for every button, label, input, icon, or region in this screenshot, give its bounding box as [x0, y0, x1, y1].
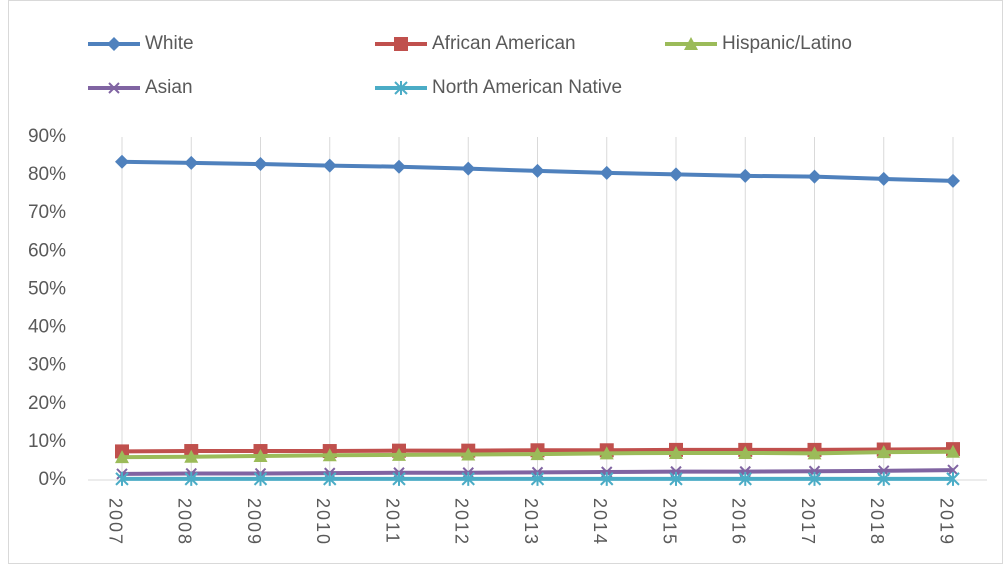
- y-tick-label: 20%: [28, 393, 66, 414]
- marker: [253, 471, 268, 486]
- marker: [669, 167, 683, 182]
- y-tick-label: 0%: [39, 469, 67, 490]
- x-tick-label: 2017: [798, 498, 818, 546]
- marker: [876, 445, 891, 459]
- chart-border: [8, 0, 1003, 564]
- marker: [392, 471, 406, 486]
- marker: [738, 471, 752, 486]
- marker: [738, 168, 753, 183]
- x-tick-label: 2009: [244, 498, 264, 546]
- marker: [599, 446, 614, 460]
- y-tick-label: 10%: [28, 431, 66, 452]
- y-tick-label: 70%: [28, 202, 66, 223]
- marker: [600, 471, 614, 486]
- marker: [115, 450, 129, 464]
- marker: [947, 464, 959, 476]
- marker: [530, 471, 545, 486]
- x-tick-label: 2018: [867, 498, 887, 546]
- marker: [530, 447, 545, 461]
- marker: [684, 37, 698, 50]
- x-tick-label: 2019: [936, 498, 956, 546]
- y-tick-label: 80%: [28, 164, 66, 185]
- marker: [392, 447, 406, 461]
- x-tick-label: 2008: [175, 498, 195, 546]
- marker: [669, 471, 683, 486]
- marker: [394, 37, 408, 51]
- marker: [946, 444, 960, 458]
- y-tick-label: 30%: [28, 355, 66, 376]
- marker: [461, 161, 476, 176]
- marker: [323, 471, 337, 486]
- y-tick-label: 50%: [28, 278, 66, 299]
- y-tick-label: 40%: [28, 317, 66, 338]
- marker: [107, 37, 121, 51]
- marker: [599, 165, 614, 180]
- marker: [876, 171, 891, 186]
- legend-label: White: [145, 33, 194, 54]
- marker: [253, 157, 268, 172]
- marker: [184, 449, 199, 463]
- marker: [394, 81, 408, 95]
- marker: [738, 445, 753, 459]
- marker: [807, 446, 822, 460]
- x-tick-label: 2011: [382, 498, 402, 545]
- marker: [530, 163, 545, 178]
- y-tick-label: 60%: [28, 240, 66, 261]
- legend-label: African American: [432, 33, 576, 54]
- x-tick-label: 2013: [521, 498, 541, 546]
- legend-label: Asian: [145, 77, 193, 98]
- marker: [461, 447, 476, 461]
- x-tick-label: 2016: [729, 498, 749, 546]
- x-tick-label: 2012: [452, 498, 472, 546]
- marker: [184, 471, 198, 486]
- x-tick-label: 2014: [590, 498, 610, 546]
- marker: [877, 471, 891, 486]
- x-tick-label: 2015: [659, 498, 679, 546]
- marker: [108, 82, 120, 94]
- x-tick-label: 2007: [105, 498, 125, 546]
- marker: [669, 445, 683, 459]
- legend-label: North American Native: [432, 77, 622, 98]
- marker: [184, 155, 199, 170]
- marker: [322, 158, 337, 173]
- marker: [946, 471, 960, 486]
- marker: [392, 159, 406, 174]
- marker: [322, 448, 337, 462]
- x-tick-label: 2010: [313, 498, 333, 546]
- marker: [115, 471, 129, 486]
- y-tick-label: 90%: [28, 126, 66, 147]
- legend-label: Hispanic/Latino: [722, 33, 852, 54]
- marker: [946, 173, 960, 188]
- marker: [115, 154, 129, 169]
- marker: [807, 169, 822, 184]
- marker: [461, 471, 475, 486]
- marker: [253, 448, 268, 462]
- marker: [807, 471, 822, 486]
